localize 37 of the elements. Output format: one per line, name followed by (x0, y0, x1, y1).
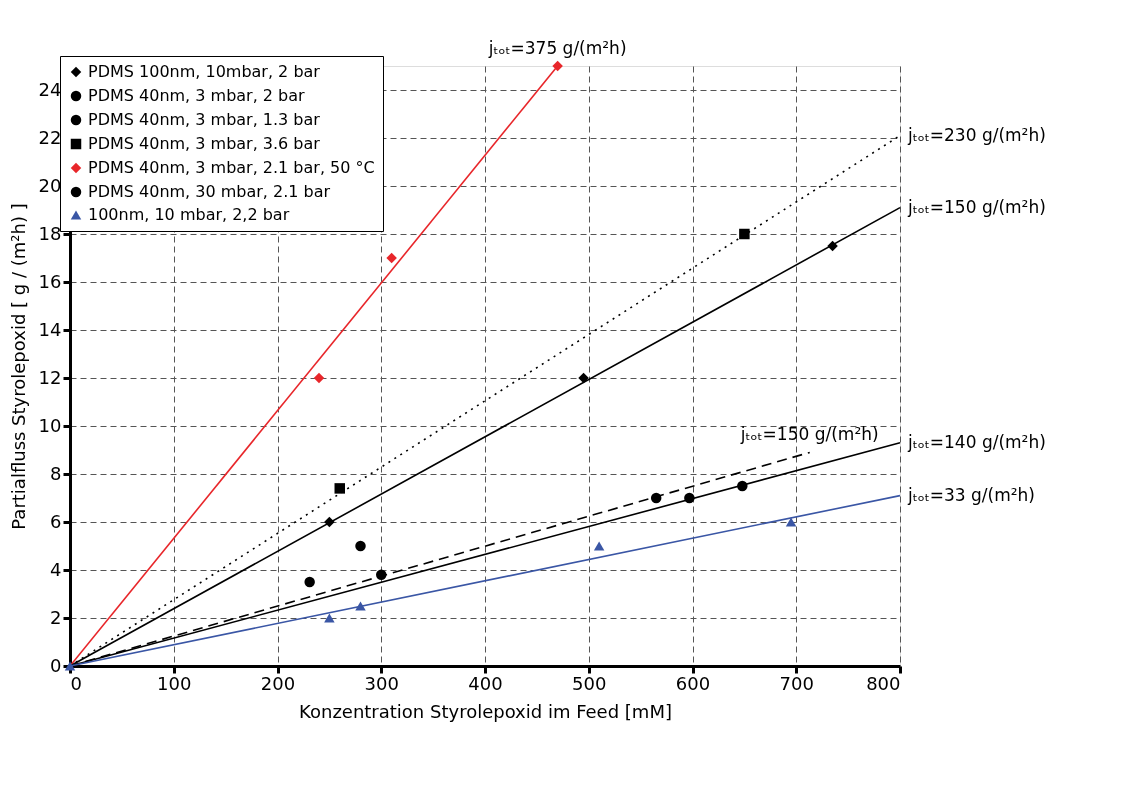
annotation: jₜₒₜ=140 g/(m²h) (907, 431, 1046, 452)
annotation: jₜₒₜ=230 g/(m²h) (907, 124, 1046, 145)
legend-label: PDMS 40nm, 30 mbar, 2.1 bar (88, 182, 331, 201)
y-tick-label: 0 (50, 654, 62, 676)
legend-label: PDMS 40nm, 3 mbar, 3.6 bar (88, 134, 321, 153)
y-tick-label: 22 (38, 126, 62, 148)
x-axis-title: Konzentration Styrolepoxid im Feed [mM] (299, 700, 672, 722)
annotation: jₜₒₜ=33 g/(m²h) (907, 484, 1035, 505)
x-tick-label: 400 (468, 672, 503, 694)
x-tick-label: 200 (260, 672, 296, 694)
y-tick-label: 20 (38, 174, 62, 196)
y-tick-label: 8 (50, 462, 62, 484)
x-tick-label: 500 (572, 672, 607, 694)
x-tick-label: 300 (364, 672, 399, 694)
y-tick-label: 24 (38, 78, 62, 100)
y-tick-label: 2 (50, 606, 62, 628)
y-tick-label: 14 (38, 318, 62, 340)
y-tick-label: 18 (38, 222, 62, 244)
y-tick-label: 12 (38, 366, 62, 388)
legend-label: PDMS 100nm, 10mbar, 2 bar (88, 62, 321, 81)
legend-label: PDMS 40nm, 3 mbar, 2.1 bar, 50 °C (88, 158, 375, 177)
x-tick-label: 700 (779, 672, 814, 694)
legend-label: PDMS 40nm, 3 mbar, 2 bar (88, 86, 306, 105)
x-tick-label: 0 (70, 672, 82, 694)
annotation: jₜₒₜ=150 g/(m²h) (907, 196, 1046, 217)
y-tick-label: 16 (38, 270, 62, 292)
annotation: jₜₒₜ=150 g/(m²h) (739, 424, 879, 445)
y-tick-label: 4 (50, 558, 62, 580)
x-tick-label: 800 (866, 672, 901, 694)
y-axis-title: Partialfluss Styrolepoxid [ g / (m²h) ] (7, 203, 29, 530)
x-tick-label: 600 (675, 672, 711, 694)
y-tick-label: 6 (50, 510, 62, 532)
annotation: jₜₒₜ=375 g/(m²h) (487, 38, 627, 58)
x-tick-label: 100 (157, 672, 192, 694)
y-tick-label: 10 (38, 414, 62, 436)
legend-label: PDMS 40nm, 3 mbar, 1.3 bar (88, 110, 321, 129)
legend-label: 100nm, 10 mbar, 2,2 bar (88, 205, 290, 224)
